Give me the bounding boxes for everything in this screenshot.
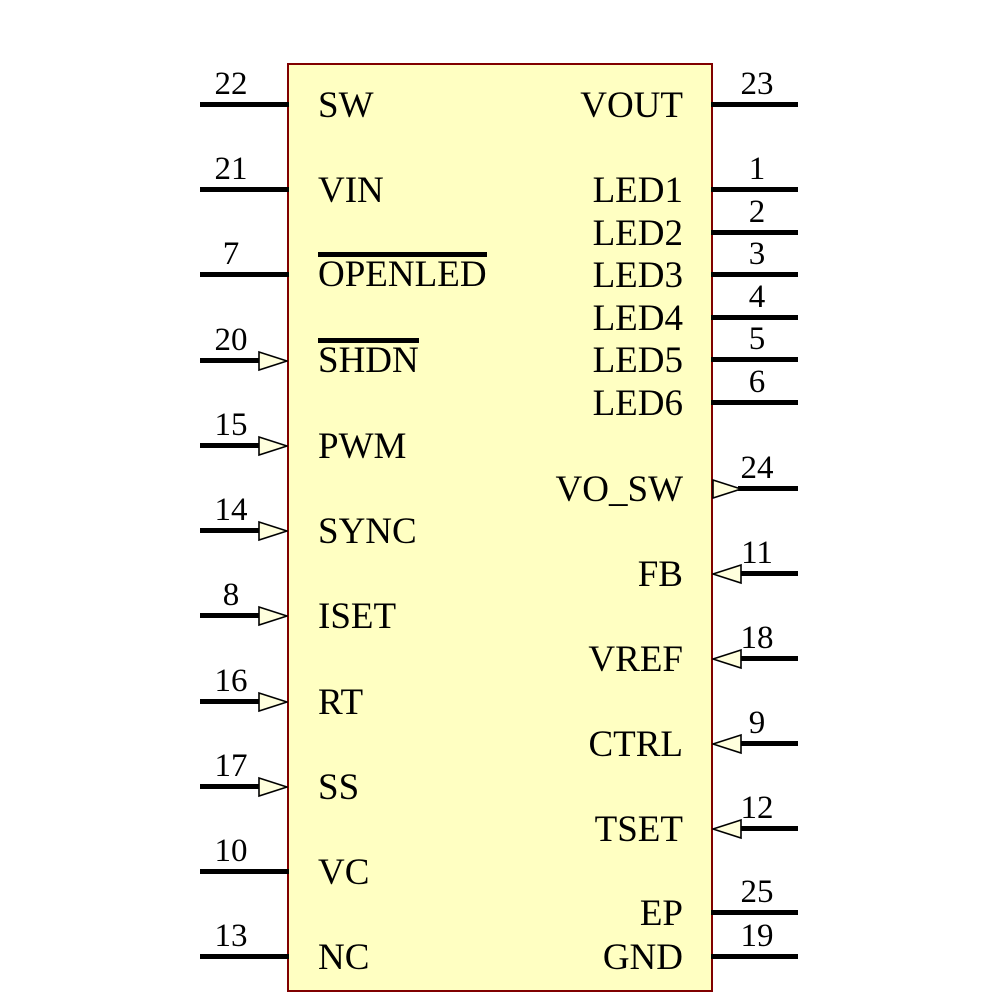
pin-name: NC bbox=[318, 936, 370, 978]
pin-name: LED3 bbox=[592, 254, 683, 296]
pin-line bbox=[200, 272, 289, 277]
pin-number: 15 bbox=[214, 407, 248, 443]
pin-number: 23 bbox=[740, 66, 774, 102]
pin-name: EP bbox=[639, 892, 683, 934]
pin-line bbox=[200, 699, 262, 704]
pin-arrow-in-icon bbox=[258, 520, 288, 542]
pin-number: 14 bbox=[214, 492, 248, 528]
pin-line bbox=[711, 315, 798, 320]
pin-name: RT bbox=[318, 681, 364, 723]
pin-name: VIN bbox=[318, 169, 384, 211]
pin-line bbox=[711, 954, 798, 959]
pin-name: VREF bbox=[588, 638, 683, 680]
pin-number: 13 bbox=[214, 918, 248, 954]
pin-number: 20 bbox=[214, 322, 248, 358]
pin-arrow-out-icon bbox=[712, 478, 742, 500]
pin-number: 10 bbox=[214, 833, 248, 869]
pin-line bbox=[739, 656, 798, 661]
pin-number: 8 bbox=[222, 577, 240, 613]
pin-number: 9 bbox=[748, 705, 766, 741]
pin-line bbox=[739, 741, 798, 746]
pin-name: SYNC bbox=[318, 510, 417, 552]
pin-name: PWM bbox=[318, 425, 407, 467]
pin-number: 6 bbox=[748, 364, 766, 400]
pin-number: 18 bbox=[740, 620, 774, 656]
pin-line bbox=[200, 869, 289, 874]
pin-name: VOUT bbox=[580, 84, 683, 126]
pin-name: VC bbox=[318, 851, 370, 893]
pin-line bbox=[200, 784, 262, 789]
pin-number: 5 bbox=[748, 321, 766, 357]
pin-arrow-in-icon bbox=[258, 605, 288, 627]
pin-number: 24 bbox=[740, 450, 774, 486]
pin-name: VO_SW bbox=[555, 468, 683, 510]
pin-line bbox=[711, 910, 798, 915]
pin-line bbox=[200, 443, 262, 448]
pin-number: 2 bbox=[748, 194, 766, 230]
pin-number: 12 bbox=[740, 790, 774, 826]
pin-line bbox=[200, 187, 289, 192]
chip-body bbox=[287, 63, 713, 992]
pin-name: LED1 bbox=[592, 169, 683, 211]
pin-number: 11 bbox=[741, 535, 773, 571]
pin-line bbox=[711, 230, 798, 235]
pin-line bbox=[200, 102, 289, 107]
pin-name: SW bbox=[318, 84, 374, 126]
pin-name: LED4 bbox=[592, 297, 683, 339]
pin-name: LED6 bbox=[592, 382, 683, 424]
pin-name: SHDN bbox=[318, 337, 419, 383]
pin-number: 7 bbox=[222, 236, 240, 272]
pin-name: LED2 bbox=[592, 212, 683, 254]
pin-number: 4 bbox=[748, 279, 766, 315]
pin-arrow-in-icon bbox=[712, 563, 742, 585]
pin-number: 16 bbox=[214, 663, 248, 699]
pin-line bbox=[739, 826, 798, 831]
pin-line bbox=[711, 272, 798, 277]
pin-arrow-in-icon bbox=[258, 435, 288, 457]
pin-arrow-in-icon bbox=[258, 350, 288, 372]
pin-line bbox=[739, 571, 798, 576]
pin-line bbox=[200, 954, 289, 959]
pin-number: 17 bbox=[214, 748, 248, 784]
pin-number: 21 bbox=[214, 151, 248, 187]
pin-number: 19 bbox=[740, 918, 774, 954]
pin-line bbox=[711, 102, 798, 107]
pin-name: TSET bbox=[594, 808, 683, 850]
pin-arrow-in-icon bbox=[258, 776, 288, 798]
pin-name: OPENLED bbox=[318, 251, 487, 297]
pin-name-overline: OPENLED bbox=[318, 251, 487, 295]
pin-line bbox=[200, 613, 262, 618]
pin-name: GND bbox=[602, 936, 683, 978]
pin-number: 3 bbox=[748, 236, 766, 272]
pin-line bbox=[711, 357, 798, 362]
pin-name: SS bbox=[318, 766, 360, 808]
pin-name: CTRL bbox=[588, 723, 683, 765]
pin-number: 25 bbox=[740, 874, 774, 910]
pin-name: FB bbox=[637, 553, 683, 595]
pin-line bbox=[738, 486, 798, 491]
pin-line bbox=[711, 187, 798, 192]
pin-name: ISET bbox=[318, 595, 397, 637]
pin-arrow-in-icon bbox=[712, 818, 742, 840]
pin-name-overline: SHDN bbox=[318, 337, 419, 381]
pin-line bbox=[200, 528, 262, 533]
pin-arrow-in-icon bbox=[712, 733, 742, 755]
pin-line bbox=[200, 358, 262, 363]
pin-number: 22 bbox=[214, 66, 248, 102]
pin-line bbox=[711, 400, 798, 405]
pin-arrow-in-icon bbox=[258, 691, 288, 713]
pin-arrow-in-icon bbox=[712, 648, 742, 670]
pin-name: LED5 bbox=[592, 339, 683, 381]
pin-number: 1 bbox=[748, 151, 766, 187]
